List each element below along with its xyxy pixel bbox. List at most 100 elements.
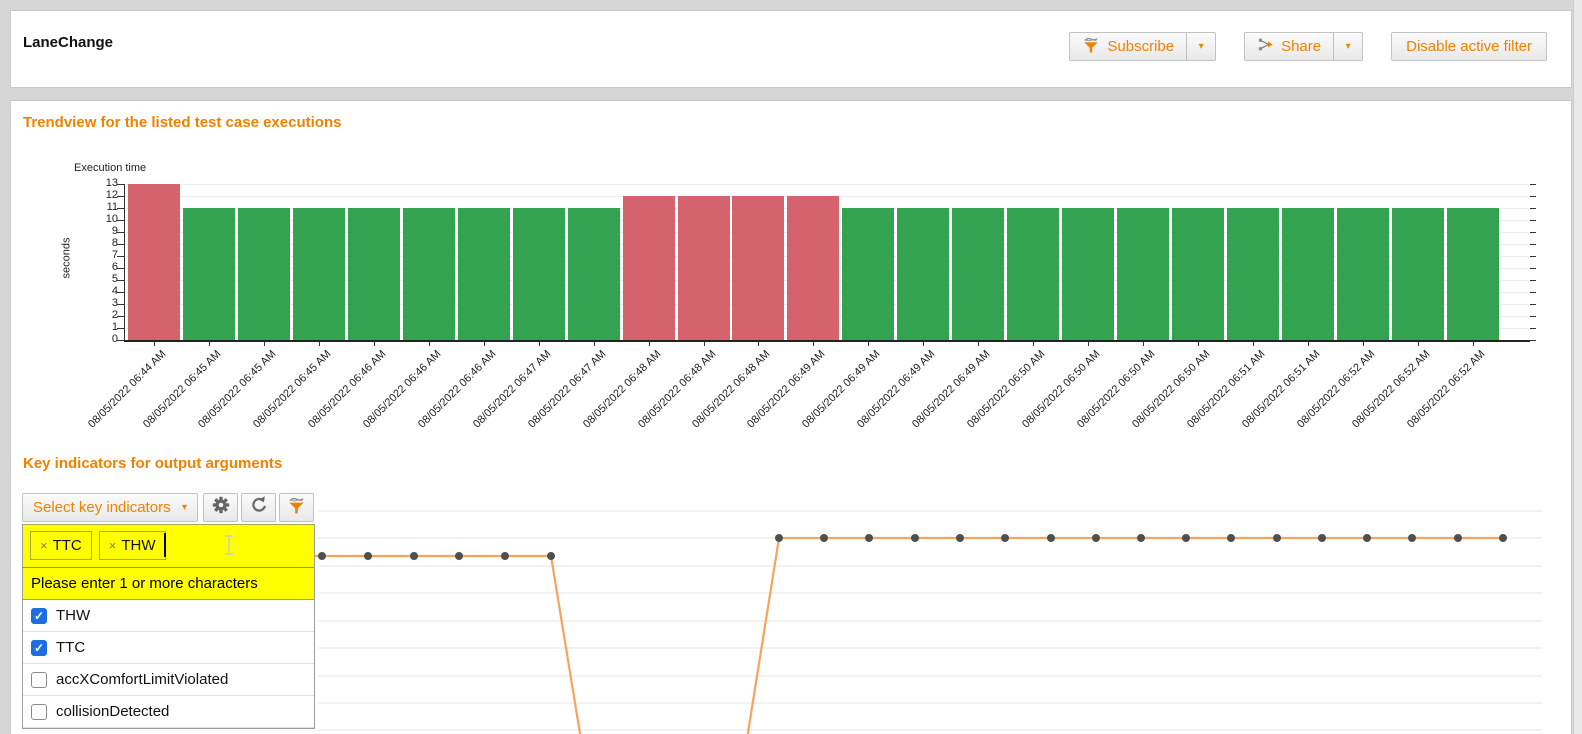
ibeam-cursor	[225, 535, 233, 555]
token-label: TTC	[52, 537, 82, 554]
execution-bar[interactable]	[677, 196, 730, 340]
settings-button[interactable]	[203, 493, 238, 522]
data-point	[1363, 534, 1371, 542]
share-button[interactable]: Share	[1245, 36, 1333, 57]
data-point	[1499, 534, 1507, 542]
share-split-button: Share ▾	[1244, 32, 1364, 61]
checkbox-unchecked[interactable]	[31, 671, 47, 688]
execution-bar[interactable]	[182, 208, 235, 340]
data-point	[956, 534, 964, 542]
token-search-field[interactable]: × TTC × THW	[23, 525, 314, 568]
execution-bar[interactable]	[1007, 208, 1060, 340]
data-point	[1182, 534, 1190, 542]
execution-bar[interactable]	[1117, 208, 1170, 340]
data-point	[820, 534, 828, 542]
execution-bar[interactable]	[1336, 208, 1389, 340]
token-label: THW	[121, 537, 156, 554]
data-point	[1454, 534, 1462, 542]
data-point	[455, 552, 463, 560]
trendview-title: Trendview for the listed test case execu…	[23, 114, 342, 131]
selected-token: × THW	[98, 531, 166, 560]
data-point	[1318, 534, 1326, 542]
indicator-option-row[interactable]: ✓ THW	[23, 600, 314, 632]
indicator-option-row[interactable]: accXComfortLimitViolated	[23, 664, 314, 696]
filter-button[interactable]	[279, 493, 314, 522]
execution-bar[interactable]	[347, 208, 400, 340]
execution-bar[interactable]	[842, 208, 895, 340]
option-label: accXComfortLimitViolated	[56, 671, 229, 688]
execution-bar[interactable]	[512, 208, 565, 340]
subscribe-button[interactable]: Subscribe	[1070, 36, 1186, 58]
indicator-option-row[interactable]: collisionDetected	[23, 696, 314, 728]
selected-token: × TTC	[30, 531, 92, 560]
data-point	[501, 552, 509, 560]
token-list: × TTC × THW	[23, 531, 166, 560]
key-indicator-dropdown: × TTC × THW Please enter 1 or more characte…	[22, 524, 315, 729]
execution-bar[interactable]	[622, 196, 675, 340]
option-list: ✓ THW ✓ TTC accXComfortLimitViolated collisio…	[23, 600, 314, 728]
subscribe-split-button: Subscribe ▾	[1069, 32, 1217, 61]
option-label: THW	[56, 607, 91, 624]
indicator-option-row[interactable]: ✓ TTC	[23, 632, 314, 664]
remove-token-button[interactable]: ×	[108, 538, 117, 553]
execution-bar[interactable]	[402, 208, 455, 340]
execution-bar[interactable]	[1446, 208, 1499, 340]
reset-button[interactable]	[241, 493, 276, 522]
undo-rotate-icon	[249, 495, 269, 520]
header-card: LaneChange Subscribe ▾	[10, 10, 1572, 88]
data-point	[1001, 534, 1009, 542]
execution-bar[interactable]	[1227, 208, 1279, 340]
data-point	[1137, 534, 1145, 542]
execution-bar[interactable]	[457, 208, 510, 340]
key-indicators-title: Key indicators for output arguments	[23, 455, 283, 472]
checkbox-checked[interactable]: ✓	[31, 607, 47, 624]
execution-bar[interactable]	[897, 208, 950, 340]
share-dropdown-arrow[interactable]: ▾	[1333, 33, 1362, 60]
data-point	[1408, 534, 1416, 542]
select-key-indicators-label: Select key indicators	[33, 499, 171, 516]
data-point	[1047, 534, 1055, 542]
execution-bar[interactable]	[128, 184, 180, 340]
caret-down-icon: ▾	[1198, 41, 1204, 52]
indicator-line	[315, 536, 1503, 734]
caret-down-icon: ▾	[1345, 41, 1351, 52]
execution-bar[interactable]	[1172, 208, 1225, 340]
checkbox-checked[interactable]: ✓	[31, 639, 47, 656]
data-point	[410, 552, 418, 560]
option-label: collisionDetected	[56, 703, 170, 720]
text-caret	[164, 533, 166, 557]
checkbox-unchecked[interactable]	[31, 703, 47, 720]
execution-bar[interactable]	[732, 196, 785, 340]
data-point	[1092, 534, 1100, 542]
dropdown-hint-message: Please enter 1 or more characters	[23, 568, 314, 600]
vertical-scrollbar[interactable]	[1573, 0, 1582, 734]
option-label: TTC	[56, 639, 86, 656]
header-buttons: Subscribe ▾	[1069, 32, 1547, 61]
execution-bar[interactable]	[567, 208, 620, 340]
execution-bar[interactable]	[1281, 208, 1334, 340]
subscribe-dropdown-arrow[interactable]: ▾	[1186, 33, 1215, 60]
select-key-indicators-button[interactable]: Select key indicators ▾	[22, 493, 198, 522]
data-point	[364, 552, 372, 560]
execution-bar[interactable]	[1391, 208, 1444, 340]
execution-bar[interactable]	[292, 208, 345, 340]
data-point	[865, 534, 873, 542]
caret-down-icon: ▾	[181, 502, 187, 513]
disable-filter-label: Disable active filter	[1406, 38, 1532, 55]
subscribe-funnel-icon	[1082, 36, 1100, 58]
share-label: Share	[1281, 38, 1322, 55]
disable-active-filter-button[interactable]: Disable active filter	[1391, 32, 1547, 61]
data-point	[547, 552, 555, 560]
data-point	[911, 534, 919, 542]
execution-bar[interactable]	[787, 196, 840, 340]
data-point	[1273, 534, 1281, 542]
remove-token-button[interactable]: ×	[40, 538, 48, 553]
share-icon	[1257, 36, 1274, 57]
execution-bar[interactable]	[237, 208, 290, 340]
data-point	[775, 534, 783, 542]
execution-bar[interactable]	[952, 208, 1005, 340]
data-point	[318, 552, 326, 560]
execution-bar[interactable]	[1062, 208, 1115, 340]
